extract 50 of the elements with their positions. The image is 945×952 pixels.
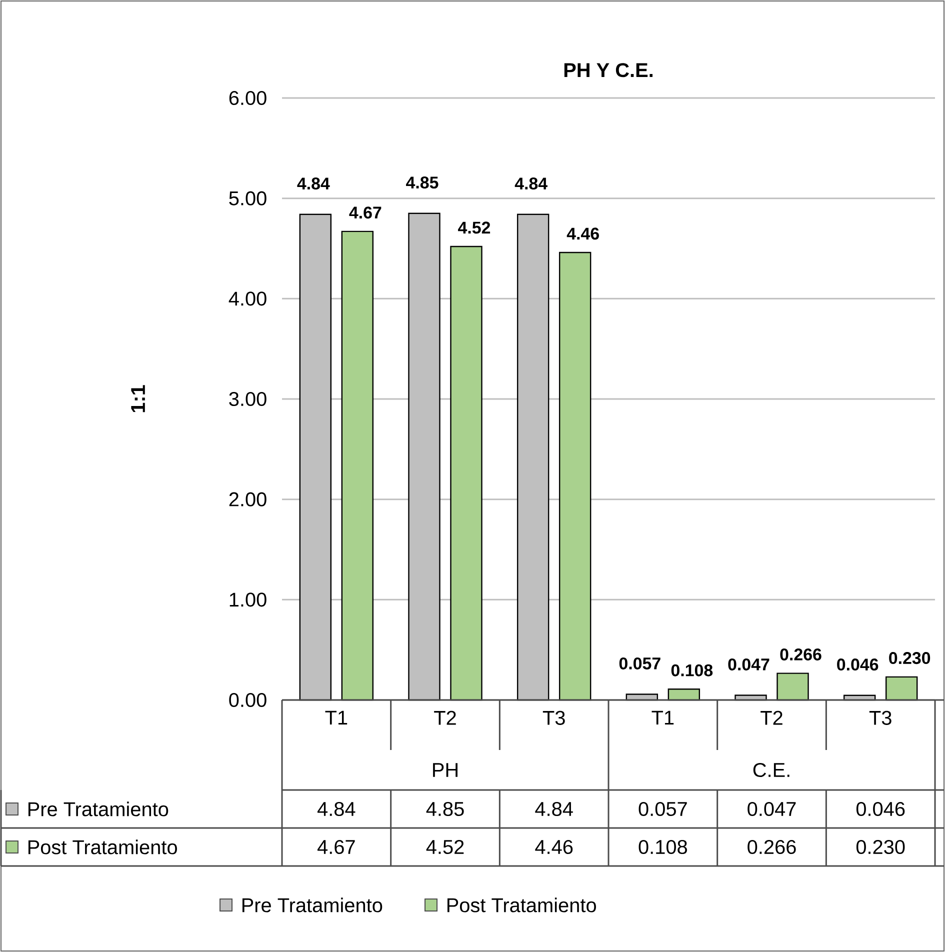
text: C.E. bbox=[753, 762, 790, 778]
data-label: 0.057 bbox=[638, 802, 687, 816]
y-tick-label: 3.00 bbox=[229, 392, 266, 406]
data-label: 0.108 bbox=[638, 840, 687, 854]
text: 0.057 bbox=[619, 657, 660, 670]
y-tick-label: 6.00 bbox=[229, 90, 266, 106]
data-label: 4.46 bbox=[535, 840, 573, 854]
data-label: 4.84 bbox=[535, 802, 573, 816]
text: 0.047 bbox=[728, 658, 770, 670]
y-tick-label: 2.00 bbox=[229, 492, 266, 506]
text: 4.84 bbox=[297, 178, 330, 190]
x-tick-label: T2 bbox=[434, 710, 456, 725]
data-label: 4.67 bbox=[317, 840, 355, 854]
text: 4.46 bbox=[566, 228, 599, 240]
text: 4.52 bbox=[458, 222, 490, 234]
y-axis-title: 1:1 bbox=[131, 385, 145, 412]
data-label: 4.52 bbox=[426, 840, 464, 854]
legend-label: Post Tratamiento bbox=[447, 898, 596, 912]
text: 4.84 bbox=[514, 178, 548, 190]
x-tick-label: T3 bbox=[542, 710, 565, 725]
data-label: 4.84 bbox=[317, 802, 356, 816]
text: 0.230 bbox=[889, 652, 930, 664]
chart-title: PH Y C.E. bbox=[564, 63, 653, 78]
text: 0.108 bbox=[671, 664, 713, 676]
bar bbox=[885, 676, 918, 701]
data-label: 0.046 bbox=[856, 802, 905, 816]
data-label: 0.266 bbox=[748, 840, 796, 854]
y-tick-label: 4.00 bbox=[228, 292, 266, 306]
text: 0.266 bbox=[780, 648, 822, 660]
y-tick-label: 5.00 bbox=[229, 191, 266, 206]
y-tick-label: 1.00 bbox=[230, 592, 266, 607]
data-label: 4.85 bbox=[426, 802, 464, 816]
legend-label: Pre Tratamiento bbox=[28, 802, 168, 816]
bar bbox=[558, 252, 592, 701]
x-tick-label: T1 bbox=[652, 710, 674, 725]
x-tick-label: T3 bbox=[869, 710, 892, 725]
bar bbox=[341, 230, 374, 701]
bar bbox=[450, 246, 482, 701]
bar bbox=[776, 672, 809, 701]
text: 4.67 bbox=[349, 206, 382, 219]
y-tick-label: 0.00 bbox=[229, 692, 266, 708]
text: 0.046 bbox=[837, 658, 878, 671]
text: PH bbox=[433, 763, 458, 777]
x-tick-label: T2 bbox=[760, 710, 782, 725]
data-label: 0.047 bbox=[748, 802, 796, 816]
text: Post Tratamiento bbox=[28, 840, 177, 854]
text: Pre Tratamiento bbox=[242, 898, 382, 912]
text: 4.85 bbox=[406, 176, 438, 189]
x-tick-label: T1 bbox=[325, 710, 348, 725]
data-label: 0.230 bbox=[856, 840, 905, 854]
